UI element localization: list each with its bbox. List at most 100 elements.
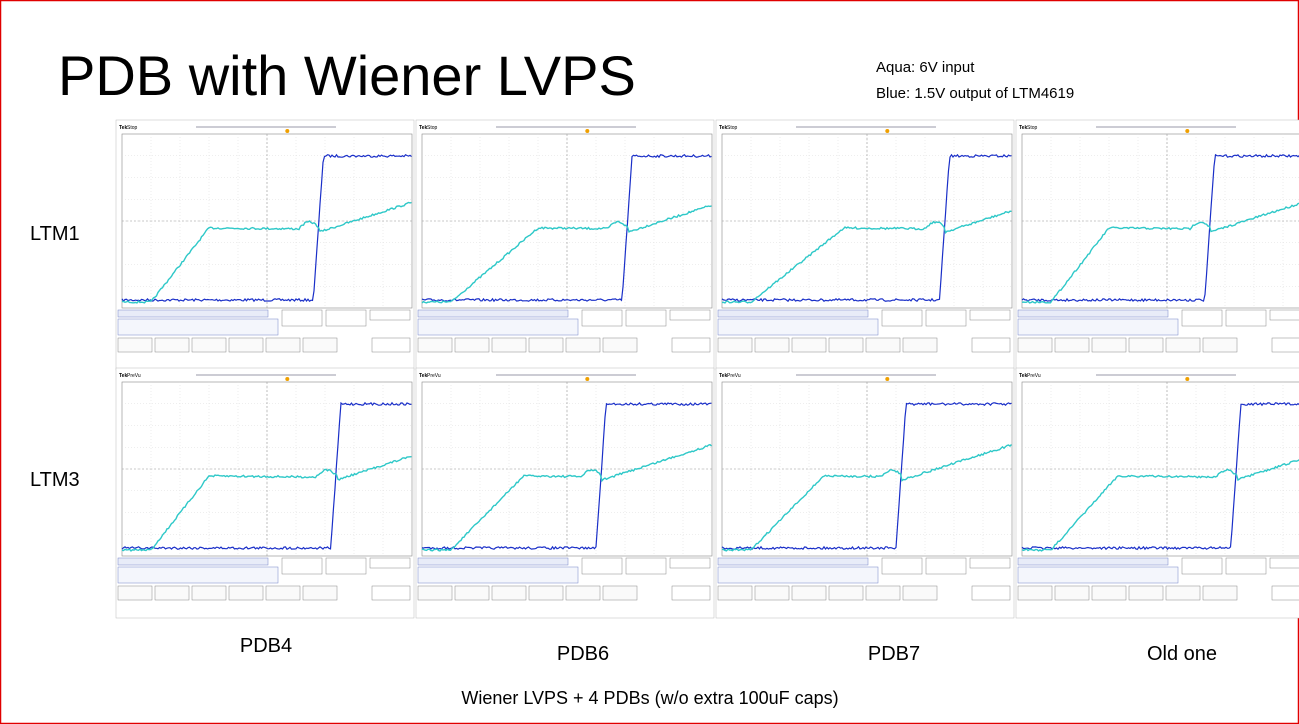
- scope-date-box: [972, 338, 1010, 352]
- scope-date-box: [972, 586, 1010, 600]
- scope-status-bar: [1018, 310, 1168, 317]
- scope-rate-box: [1226, 558, 1266, 574]
- scope-status-bar: [1018, 558, 1168, 565]
- scope-button: [418, 586, 452, 600]
- scope-date-box: [1272, 586, 1299, 600]
- scope-horizontal-box: [582, 558, 622, 574]
- scope-status-bar: [418, 558, 568, 565]
- scope-measure-bar: [1018, 319, 1178, 335]
- scope-button: [755, 586, 789, 600]
- scope-horizontal-box: [282, 310, 322, 326]
- scope-button: [566, 586, 600, 600]
- trigger-marker: [285, 377, 289, 381]
- scope-rate-box: [326, 558, 366, 574]
- column-label: PDB4: [240, 635, 292, 657]
- scope-status-bar: [118, 558, 268, 565]
- scope-horizontal-box: [1182, 310, 1222, 326]
- trigger-marker: [1185, 129, 1189, 133]
- scope-button: [529, 338, 563, 352]
- column-label: PDB7: [868, 643, 920, 665]
- scope-status: Stop: [1027, 125, 1038, 131]
- column-label: Old one: [1147, 643, 1217, 665]
- scope-button: [718, 586, 752, 600]
- slide: PDB with Wiener LVPS Aqua: 6V input Blue…: [0, 0, 1299, 724]
- scope-button: [1166, 586, 1200, 600]
- scope-button: [418, 338, 452, 352]
- column-label: PDB6: [557, 643, 609, 665]
- scope-status: PreVu: [427, 373, 441, 379]
- scope-button: [903, 338, 937, 352]
- scope-screenshot: TekStop: [1016, 120, 1299, 370]
- scope-button: [118, 338, 152, 352]
- scope-measure-bar: [118, 567, 278, 583]
- trigger-marker: [1185, 377, 1189, 381]
- scope-button: [903, 586, 937, 600]
- scope-rate-box: [626, 558, 666, 574]
- scope-horizontal-box: [582, 310, 622, 326]
- scope-button: [266, 338, 300, 352]
- scope-button: [829, 338, 863, 352]
- scope-button: [155, 586, 189, 600]
- scope-button: [229, 338, 263, 352]
- scope-horizontal-box: [882, 558, 922, 574]
- row-label: LTM1: [30, 223, 80, 245]
- scope-trigger-box: [970, 310, 1010, 320]
- scope-date-box: [1272, 338, 1299, 352]
- scope-measure-bar: [718, 319, 878, 335]
- scope-button: [266, 586, 300, 600]
- scope-measure-bar: [718, 567, 878, 583]
- scope-trigger-box: [670, 310, 710, 320]
- scope-button: [492, 338, 526, 352]
- scope-button: [1129, 586, 1163, 600]
- scope-button: [755, 338, 789, 352]
- scope-status: Stop: [427, 125, 438, 131]
- scope-rate-box: [326, 310, 366, 326]
- scope-horizontal-box: [882, 310, 922, 326]
- scope-button: [303, 338, 337, 352]
- scope-button: [1203, 338, 1237, 352]
- trigger-marker: [585, 129, 589, 133]
- scope-status-bar: [718, 558, 868, 565]
- scope-button: [192, 338, 226, 352]
- scope-button: [455, 338, 489, 352]
- scope-button: [492, 586, 526, 600]
- trigger-marker: [885, 129, 889, 133]
- scope-rate-box: [926, 558, 966, 574]
- scope-button: [1092, 586, 1126, 600]
- scope-button: [229, 586, 263, 600]
- scope-status: PreVu: [1027, 373, 1041, 379]
- scope-status-bar: [718, 310, 868, 317]
- scope-rate-box: [1226, 310, 1266, 326]
- scope-button: [1018, 586, 1052, 600]
- scope-button: [566, 338, 600, 352]
- scope-horizontal-box: [1182, 558, 1222, 574]
- scope-status: Stop: [727, 125, 738, 131]
- scope-date-box: [372, 586, 410, 600]
- scope-status: PreVu: [127, 373, 141, 379]
- scope-button: [1092, 338, 1126, 352]
- scope-horizontal-box: [282, 558, 322, 574]
- scope-date-box: [372, 338, 410, 352]
- scope-button: [1166, 338, 1200, 352]
- scope-status: Stop: [127, 125, 138, 131]
- scope-button: [603, 586, 637, 600]
- scope-screenshot: TekPreVu: [716, 368, 1014, 618]
- scope-trigger-box: [1270, 310, 1299, 320]
- trigger-marker: [885, 377, 889, 381]
- scope-status-bar: [118, 310, 268, 317]
- scope-status-bar: [418, 310, 568, 317]
- scope-button: [1129, 338, 1163, 352]
- note: Blue: 1.5V output of LTM4619: [876, 85, 1074, 102]
- scope-button: [155, 338, 189, 352]
- scope-button: [603, 338, 637, 352]
- scope-button: [529, 586, 563, 600]
- scope-date-box: [672, 586, 710, 600]
- scope-button: [118, 586, 152, 600]
- scope-button: [192, 586, 226, 600]
